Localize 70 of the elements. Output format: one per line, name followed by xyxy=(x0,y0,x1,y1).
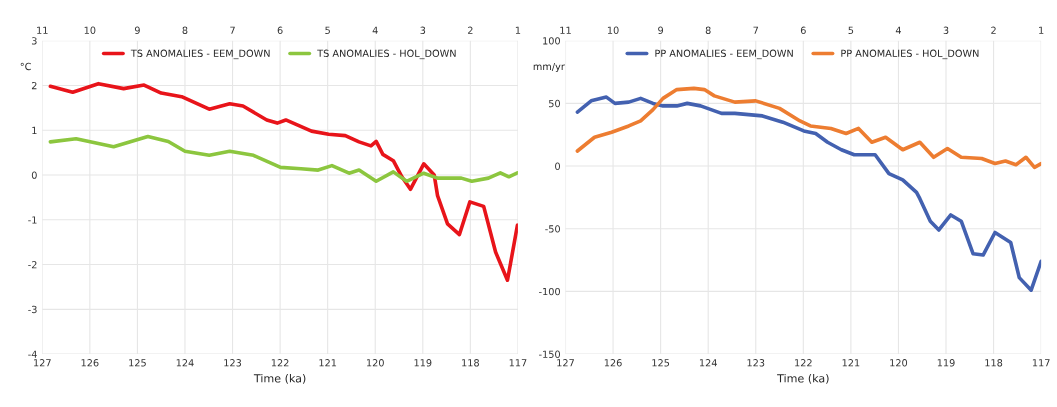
x-tick-label: 117 xyxy=(509,359,527,367)
x2-tick-label: 2 xyxy=(991,26,996,34)
x2-tick-label: 9 xyxy=(658,26,664,34)
x2-tick-label: 1 xyxy=(1039,26,1044,34)
x-tick-label: 120 xyxy=(367,359,384,367)
legend-label: PP ANOMALIES - HOL_DOWN xyxy=(841,49,979,60)
x2-tick-label: 8 xyxy=(705,26,711,34)
y-tick-label: 100 xyxy=(543,37,560,45)
y-tick-label: -2 xyxy=(28,261,37,269)
y-axis-title: °C xyxy=(20,62,31,71)
y-tick-label: 0 xyxy=(555,162,560,170)
y-tick-label: -150 xyxy=(539,350,560,358)
y-tick-label: -4 xyxy=(28,350,37,358)
x-tick-label: 124 xyxy=(176,359,194,367)
x-tick-label: 117 xyxy=(1032,359,1050,367)
x2-tick-label: 10 xyxy=(607,26,619,34)
x2-tick-label: 7 xyxy=(753,26,759,34)
line-series xyxy=(575,95,1042,292)
x-tick-label: 118 xyxy=(462,359,479,367)
y-tick-label: 3 xyxy=(31,37,37,45)
x-tick-label: 124 xyxy=(699,359,717,367)
x-tick-label: 126 xyxy=(81,359,99,367)
x-tick-label: 126 xyxy=(604,359,622,367)
x2-tick-label: 11 xyxy=(37,26,48,34)
y-tick-label: -1 xyxy=(28,216,37,224)
x2-tick-label: 3 xyxy=(420,26,426,34)
x2-tick-label: 5 xyxy=(325,26,330,34)
legend-label: TS ANOMALIES - HOL_DOWN xyxy=(317,49,456,60)
x2-tick-label: 2 xyxy=(467,26,473,34)
x2-tick-label: 3 xyxy=(943,26,949,34)
y-tick-label: 0 xyxy=(31,171,37,179)
x-tick-label: 121 xyxy=(319,359,337,367)
x2-tick-label: 4 xyxy=(372,26,378,34)
x2-tick-label: 1 xyxy=(515,26,521,34)
x-tick-label: 118 xyxy=(985,359,1003,367)
line-series xyxy=(575,86,1042,170)
x-tick-label: 122 xyxy=(795,359,812,367)
x-axis-title: Time (ka) xyxy=(777,373,829,384)
x2-tick-label: 9 xyxy=(134,26,140,34)
legend-label: TS ANOMALIES - EEM_DOWN xyxy=(130,49,270,60)
x2-tick-label: 5 xyxy=(848,26,854,34)
y-axis-title: mm/yr xyxy=(533,62,565,73)
x2-tick-label: 10 xyxy=(84,26,96,34)
y-tick-label: 50 xyxy=(549,99,560,108)
x-tick-label: 119 xyxy=(414,359,432,367)
x2-tick-label: 4 xyxy=(895,26,901,34)
y-tick-label: -100 xyxy=(539,287,560,296)
x-tick-label: 127 xyxy=(34,359,51,367)
x-tick-label: 125 xyxy=(652,359,670,367)
x-tick-label: 121 xyxy=(842,359,860,367)
legend-label: PP ANOMALIES - EEM_DOWN xyxy=(655,49,793,60)
x-tick-label: 119 xyxy=(937,359,955,367)
x-tick-label: 122 xyxy=(271,359,289,367)
x2-tick-label: 11 xyxy=(560,26,571,34)
x2-tick-label: 6 xyxy=(800,26,806,34)
x-tick-label: 127 xyxy=(557,359,574,367)
y-tick-label: -3 xyxy=(28,305,37,314)
x-tick-label: 123 xyxy=(747,359,765,367)
line-series xyxy=(48,134,518,184)
x2-tick-label: 8 xyxy=(182,26,188,34)
y-tick-label: -50 xyxy=(545,225,560,233)
x-tick-label: 120 xyxy=(890,359,908,367)
x2-tick-label: 7 xyxy=(230,26,235,34)
y-tick-label: 1 xyxy=(32,126,37,134)
x2-tick-label: 6 xyxy=(277,26,283,34)
y-tick-label: 2 xyxy=(31,81,37,90)
line-series xyxy=(48,81,518,283)
x-axis-title: Time (ka) xyxy=(253,373,306,384)
x-tick-label: 123 xyxy=(224,359,242,367)
x-tick-label: 125 xyxy=(129,359,146,367)
